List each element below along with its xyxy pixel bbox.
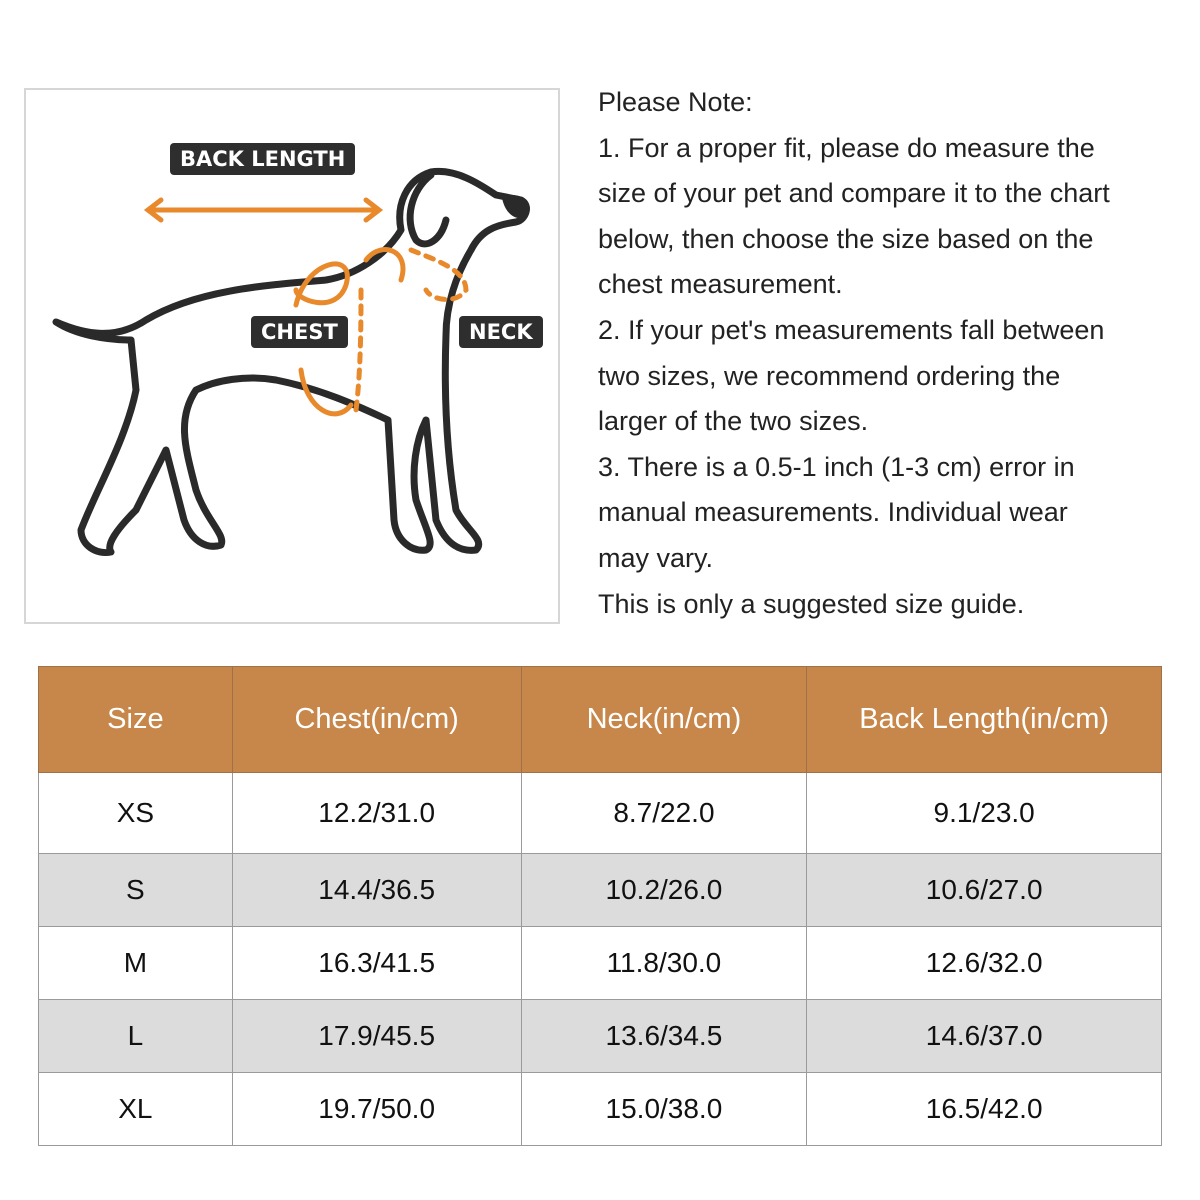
chest-cell: 17.9/45.5 — [231, 999, 522, 1073]
size-chart-table: Size Chest(in/cm) Neck(in/cm) Back Lengt… — [38, 666, 1162, 1146]
neck-cell: 8.7/22.0 — [520, 772, 808, 854]
back-length-cell: 9.1/23.0 — [806, 772, 1162, 854]
chest-cell: 14.4/36.5 — [231, 853, 522, 927]
table-row: XL 19.7/50.0 15.0/38.0 16.5/42.0 — [38, 1072, 1162, 1146]
table-row: M 16.3/41.5 11.8/30.0 12.6/32.0 — [38, 926, 1162, 1000]
note-line: 2. If your pet's measurements fall betwe… — [598, 314, 1105, 345]
note-line: larger of the two sizes. — [598, 406, 869, 437]
size-cell: L — [38, 999, 233, 1073]
note-line: 3. There is a 0.5-1 inch (1-3 cm) error … — [598, 451, 1075, 482]
chest-cell: 19.7/50.0 — [231, 1072, 522, 1146]
dog-outline-illustration — [52, 167, 530, 557]
note-line: below, then choose the size based on the — [598, 223, 1094, 254]
note-line: two sizes, we recommend ordering the — [598, 360, 1061, 391]
neck-cell: 10.2/26.0 — [520, 853, 808, 927]
size-notes: Please Note: 1. For a proper fit, please… — [598, 80, 1198, 627]
size-cell: XL — [38, 1072, 233, 1146]
note-line: size of your pet and compare it to the c… — [598, 178, 1110, 209]
back-length-cell: 12.6/32.0 — [806, 926, 1162, 1000]
back-length-cell: 14.6/37.0 — [806, 999, 1162, 1073]
header-chest: Chest(in/cm) — [231, 666, 522, 773]
size-cell: XS — [38, 772, 233, 854]
neck-cell: 15.0/38.0 — [520, 1072, 808, 1146]
back-length-cell: 16.5/42.0 — [806, 1072, 1162, 1146]
chest-cell: 12.2/31.0 — [231, 772, 522, 854]
chest-label: CHEST — [251, 316, 348, 348]
neck-label: NECK — [459, 316, 543, 348]
dog-measurement-diagram: BACK LENGTH CHEST NECK — [24, 88, 560, 624]
note-line: 1. For a proper fit, please do measure t… — [598, 132, 1095, 163]
size-cell: S — [38, 853, 233, 927]
note-line: chest measurement. — [598, 269, 843, 300]
note-line: This is only a suggested size guide. — [598, 588, 1025, 619]
table-row: XS 12.2/31.0 8.7/22.0 9.1/23.0 — [38, 772, 1162, 854]
chest-cell: 16.3/41.5 — [231, 926, 522, 1000]
header-back-length: Back Length(in/cm) — [806, 666, 1162, 773]
back-length-cell: 10.6/27.0 — [806, 853, 1162, 927]
note-line: may vary. — [598, 542, 714, 573]
neck-cell: 13.6/34.5 — [520, 999, 808, 1073]
table-header-row: Size Chest(in/cm) Neck(in/cm) Back Lengt… — [38, 666, 1162, 773]
header-size: Size — [38, 666, 233, 773]
note-line: manual measurements. Individual wear — [598, 497, 1068, 528]
table-row: L 17.9/45.5 13.6/34.5 14.6/37.0 — [38, 999, 1162, 1073]
table-row: S 14.4/36.5 10.2/26.0 10.6/27.0 — [38, 853, 1162, 927]
size-cell: M — [38, 926, 233, 1000]
note-line: Please Note: — [598, 87, 753, 117]
back-length-label: BACK LENGTH — [170, 143, 356, 175]
neck-cell: 11.8/30.0 — [520, 926, 808, 1000]
header-neck: Neck(in/cm) — [520, 666, 808, 773]
